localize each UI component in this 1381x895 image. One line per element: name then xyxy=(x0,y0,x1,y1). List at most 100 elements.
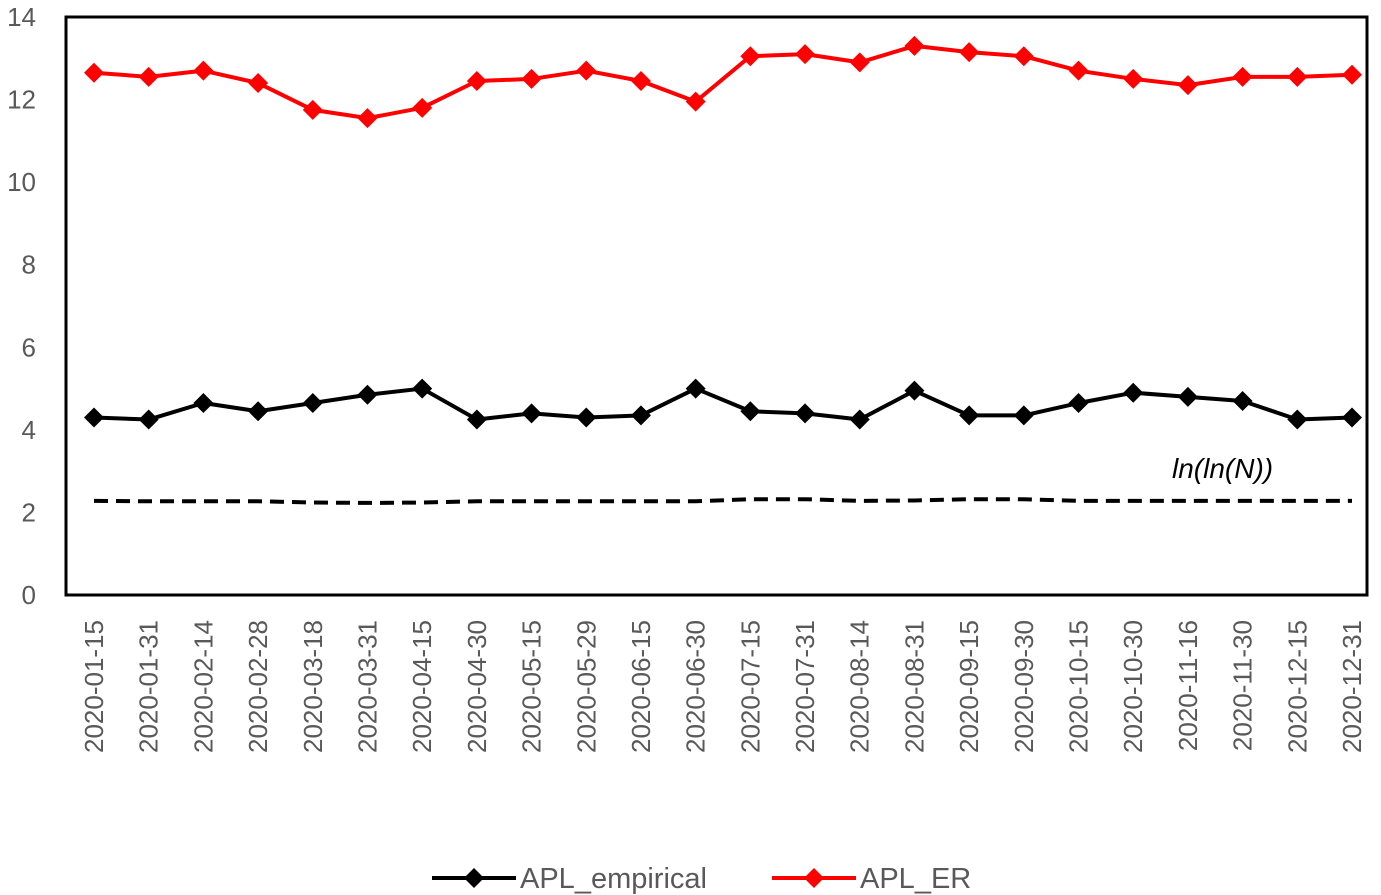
data-point xyxy=(740,46,761,67)
x-tick-label: 2020-09-15 xyxy=(954,620,984,753)
y-tick-label: 8 xyxy=(22,250,36,280)
legend-swatch-marker xyxy=(464,868,484,888)
reference-line-group xyxy=(93,497,1352,505)
y-tick-label: 2 xyxy=(22,497,36,527)
y-tick-label: 0 xyxy=(22,580,36,610)
y-tick-label: 10 xyxy=(7,167,36,197)
data-point xyxy=(1287,66,1308,87)
legend: APL_empirical APL_ER xyxy=(432,863,971,895)
x-tick-label: 2020-02-14 xyxy=(188,620,218,753)
data-point xyxy=(521,403,542,424)
x-tick-label: 2020-10-15 xyxy=(1064,620,1094,753)
x-tick-label: 2020-11-16 xyxy=(1173,620,1203,751)
x-tick-label: 2020-12-15 xyxy=(1282,620,1312,753)
legend-label: APL_empirical xyxy=(520,863,707,895)
data-point xyxy=(1342,407,1362,428)
data-point xyxy=(138,409,159,430)
data-point xyxy=(1342,64,1362,85)
x-tick-label: 2020-05-29 xyxy=(571,620,601,753)
data-point xyxy=(1232,66,1253,87)
x-tick-label: 2020-02-28 xyxy=(243,620,273,753)
x-tick-label: 2020-04-30 xyxy=(462,620,492,753)
data-point xyxy=(521,68,542,89)
data-point xyxy=(1013,405,1034,426)
data-point xyxy=(84,62,104,83)
y-axis: 0 2 4 6 8 10 12 14 xyxy=(7,2,36,610)
data-point xyxy=(1068,393,1089,414)
x-tick-label: 2020-03-18 xyxy=(298,620,328,753)
data-point xyxy=(630,70,651,91)
plot-area xyxy=(64,15,1369,597)
data-point xyxy=(1013,46,1034,67)
x-tick-label: 2020-04-15 xyxy=(407,620,437,753)
x-axis: 2020-01-15 2020-01-31 2020-02-14 2020-02-28… xyxy=(79,620,1367,753)
legend-item: APL_ER xyxy=(772,863,971,895)
series-group xyxy=(84,35,1362,430)
data-point xyxy=(904,380,925,401)
data-point xyxy=(795,44,816,65)
data-point xyxy=(466,70,487,91)
x-tick-label: 2020-10-30 xyxy=(1118,620,1148,753)
x-tick-label: 2020-07-15 xyxy=(735,620,765,753)
x-tick-label: 2020-01-31 xyxy=(134,620,164,753)
data-point xyxy=(849,52,870,73)
series-line xyxy=(93,386,1353,422)
data-point xyxy=(193,393,214,414)
data-point xyxy=(1232,390,1253,411)
data-point xyxy=(302,99,323,120)
data-point xyxy=(357,108,378,129)
data-point xyxy=(412,97,433,118)
data-point xyxy=(685,378,706,399)
data-point xyxy=(959,405,980,426)
data-point xyxy=(466,409,487,430)
x-tick-label: 2020-08-14 xyxy=(845,620,875,753)
x-tick-label: 2020-09-30 xyxy=(1009,620,1039,753)
data-point xyxy=(576,407,597,428)
data-point xyxy=(630,405,651,426)
data-point xyxy=(1287,409,1308,430)
data-point xyxy=(357,384,378,405)
data-point xyxy=(1123,68,1144,89)
x-tick-label: 2020-05-15 xyxy=(517,620,547,753)
series-APL_ER xyxy=(84,35,1362,129)
data-point xyxy=(1123,382,1144,403)
y-tick-label: 6 xyxy=(22,332,36,362)
data-point xyxy=(849,409,870,430)
x-tick-label: 2020-01-15 xyxy=(79,620,109,753)
data-point xyxy=(1068,60,1089,81)
data-point xyxy=(1177,386,1198,407)
legend-swatch-marker xyxy=(804,868,824,888)
y-tick-label: 4 xyxy=(22,415,36,445)
x-tick-label: 2020-03-31 xyxy=(352,620,382,753)
legend-item: APL_empirical xyxy=(432,863,707,895)
data-point xyxy=(84,407,104,428)
x-tick-label: 2020-11-30 xyxy=(1228,620,1258,751)
data-point xyxy=(248,73,269,94)
data-point xyxy=(302,393,323,414)
data-point xyxy=(740,401,761,422)
data-point xyxy=(959,42,980,63)
data-point xyxy=(138,66,159,87)
data-point xyxy=(193,60,214,81)
x-tick-label: 2020-07-31 xyxy=(790,620,820,753)
data-point xyxy=(412,378,433,399)
x-tick-label: 2020-08-31 xyxy=(899,620,929,753)
plot-frame xyxy=(64,15,1369,597)
y-tick-label: 14 xyxy=(7,2,36,32)
series-APL_empirical xyxy=(84,378,1362,430)
data-point xyxy=(904,35,925,56)
legend-label: APL_ER xyxy=(860,863,971,895)
reference-line xyxy=(93,497,1352,505)
x-tick-label: 2020-12-31 xyxy=(1337,620,1367,753)
data-point xyxy=(795,403,816,424)
x-tick-label: 2020-06-30 xyxy=(681,620,711,753)
x-tick-label: 2020-06-15 xyxy=(626,620,656,753)
data-point xyxy=(248,401,269,422)
y-tick-label: 12 xyxy=(7,85,36,115)
annotation-group: ln(ln(N)) xyxy=(1172,453,1273,484)
data-point xyxy=(1177,75,1198,96)
data-point xyxy=(576,60,597,81)
data-point xyxy=(685,91,706,112)
